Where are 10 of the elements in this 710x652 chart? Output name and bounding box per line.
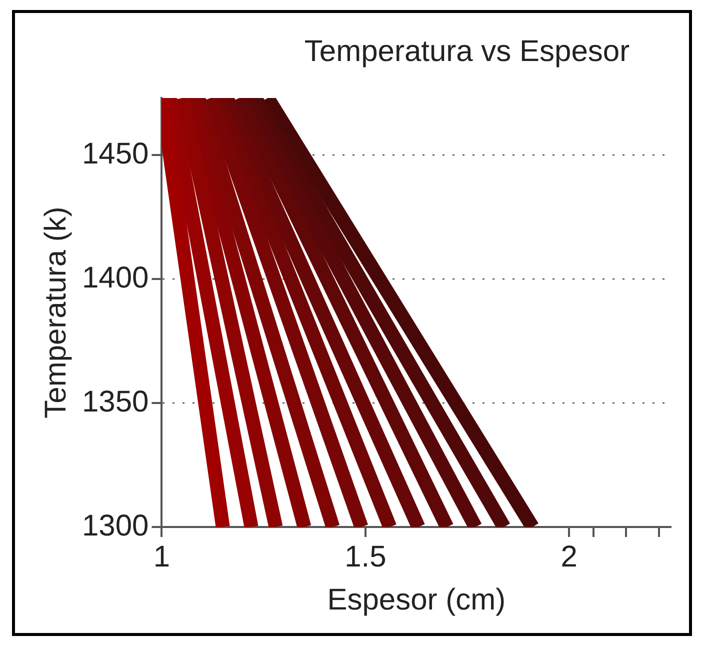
y-tick-label: 1400 [82,261,149,294]
x-tick-label: 2 [560,540,578,574]
chart-title: Temperatura vs Espesor [303,35,631,69]
x-tick-label: 1.5 [344,540,386,574]
x-tick-label: 1 [153,540,170,574]
x-axis-title: Espesor (cm) [327,583,506,616]
y-tick-label: 1300 [82,509,149,542]
y-tick-label: 1350 [82,385,149,418]
y-tick-label: 1450 [82,137,149,170]
y-axis-title: Temperatura (k) [39,206,72,418]
